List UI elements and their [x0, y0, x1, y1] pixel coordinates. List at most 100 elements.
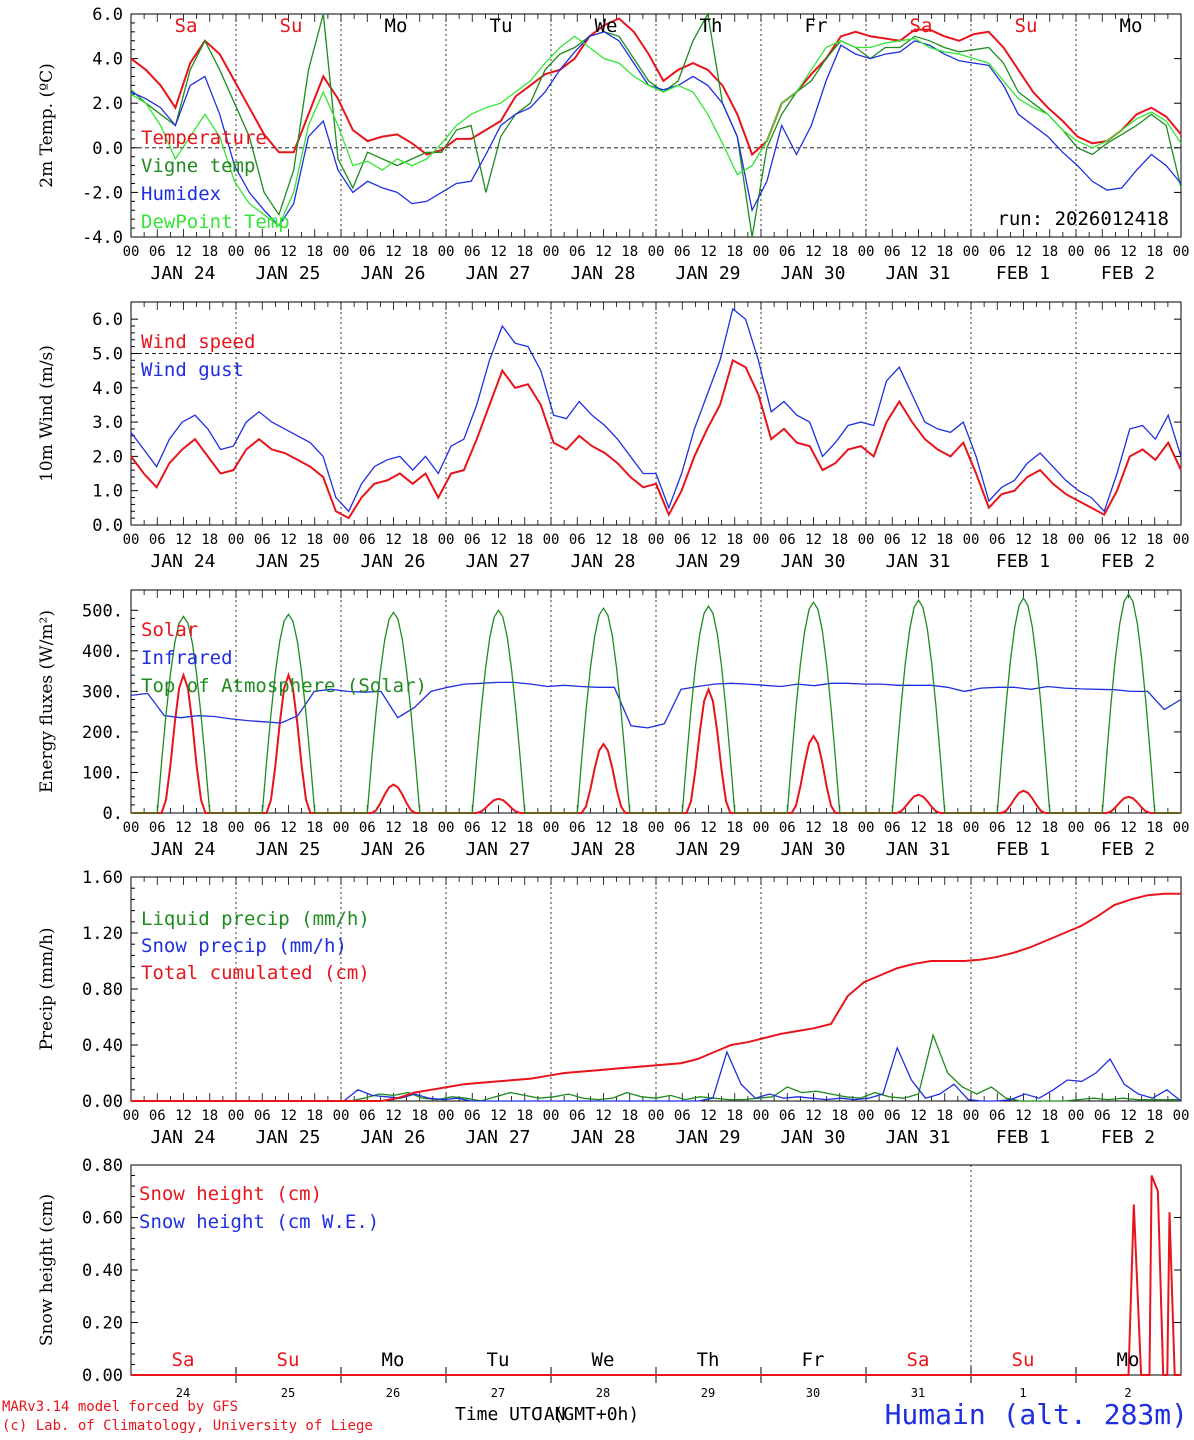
date-label: FEB 2: [1101, 1127, 1155, 1148]
hour-tick-label: 00: [1068, 244, 1085, 260]
hour-tick-label: 06: [674, 244, 691, 260]
hour-tick-label: 18: [1041, 820, 1058, 836]
y-tick-label: 0.40: [82, 1261, 123, 1281]
y-tick-label: -2.0: [82, 183, 123, 203]
y-tick-label: 6.0: [92, 5, 123, 25]
hour-tick-label: 00: [753, 532, 770, 548]
hour-tick-label: 00: [123, 820, 140, 836]
date-label: FEB 1: [996, 1127, 1050, 1148]
weekday-label: Mo: [1120, 15, 1143, 37]
hour-tick-label: 18: [411, 244, 428, 260]
hour-tick-label: 00: [1068, 532, 1085, 548]
hour-tick-label: 06: [149, 532, 166, 548]
hour-tick-label: 18: [516, 1108, 533, 1124]
hour-tick-label: 18: [1146, 244, 1163, 260]
run-label: run: 2026012418: [997, 208, 1169, 230]
y-tick-label: 0.: [103, 804, 123, 824]
date-label: JAN 31: [885, 839, 950, 860]
hour-tick-label: 06: [1094, 244, 1111, 260]
legend-entry: DewPoint Temp: [141, 211, 290, 233]
panel-4: [130, 876, 1182, 1102]
hour-tick-label: 00: [1173, 532, 1190, 548]
hour-tick-label: 06: [464, 532, 481, 548]
y-axis-label: 2m Temp. (ºC): [37, 63, 57, 188]
hour-tick-label: 18: [201, 532, 218, 548]
hour-tick-label: 00: [438, 244, 455, 260]
date-label: JAN 24: [150, 1127, 215, 1148]
panel-5: [130, 1164, 1182, 1383]
hour-tick-label: 00: [753, 820, 770, 836]
hour-tick-label: 12: [1120, 244, 1137, 260]
series-line-snow-height-cm-: [131, 1175, 1181, 1376]
hour-tick-label: 18: [831, 532, 848, 548]
weekday-label: Tu: [490, 15, 513, 37]
hour-tick-label: 00: [333, 820, 350, 836]
hour-tick-label: 12: [805, 532, 822, 548]
hour-tick-label: 18: [726, 532, 743, 548]
hour-tick-label: 06: [569, 820, 586, 836]
date-label: JAN 28: [570, 839, 635, 860]
y-tick-label: 0.80: [82, 1156, 123, 1176]
hour-tick-label: 06: [254, 244, 271, 260]
date-label: JAN 24: [150, 263, 215, 284]
x-axis-title-overlay: JAN: [533, 1404, 566, 1425]
hour-tick-label: 06: [149, 820, 166, 836]
hour-tick-label: 18: [516, 820, 533, 836]
y-tick-label: 0.0: [92, 516, 123, 536]
hour-tick-label: 18: [306, 820, 323, 836]
day-number-label: 1: [1019, 1386, 1026, 1400]
hour-tick-label: 18: [936, 532, 953, 548]
y-axis-label: Snow height (cm): [37, 1194, 57, 1346]
hour-tick-label: 06: [254, 532, 271, 548]
y-tick-label: 4.0: [92, 50, 123, 70]
y-tick-label: 6.0: [92, 310, 123, 330]
hour-tick-label: 12: [490, 244, 507, 260]
date-label: JAN 28: [570, 263, 635, 284]
hour-tick-label: 18: [831, 820, 848, 836]
weekday-label: Sa: [175, 15, 198, 37]
weekday-label: Fr: [802, 1349, 825, 1371]
hour-tick-label: 12: [595, 1108, 612, 1124]
hour-tick-label: 00: [438, 820, 455, 836]
hour-tick-label: 18: [306, 1108, 323, 1124]
y-tick-label: 1.20: [82, 924, 123, 944]
date-label: JAN 25: [255, 263, 320, 284]
hour-tick-label: 00: [228, 1108, 245, 1124]
y-tick-label: 0.20: [82, 1314, 123, 1334]
date-label: FEB 2: [1101, 263, 1155, 284]
legend-entry: Wind speed: [141, 331, 255, 353]
hour-tick-label: 06: [1094, 820, 1111, 836]
hour-tick-label: 06: [884, 820, 901, 836]
weekday-label: Sa: [907, 1349, 930, 1371]
legend-entry: Top of Atmosphere (Solar): [141, 675, 427, 697]
hour-tick-label: 18: [1041, 532, 1058, 548]
hour-tick-label: 00: [543, 820, 560, 836]
date-label: FEB 2: [1101, 839, 1155, 860]
hour-tick-label: 18: [936, 244, 953, 260]
hour-tick-label: 06: [674, 532, 691, 548]
hour-tick-label: 00: [228, 532, 245, 548]
hour-tick-label: 06: [884, 1108, 901, 1124]
hour-tick-label: 00: [333, 532, 350, 548]
hour-tick-label: 06: [674, 1108, 691, 1124]
hour-tick-label: 06: [989, 1108, 1006, 1124]
panel-2: [130, 301, 1182, 526]
hour-tick-label: 18: [201, 1108, 218, 1124]
hour-tick-label: 18: [726, 1108, 743, 1124]
hour-tick-label: 12: [910, 820, 927, 836]
date-label: JAN 26: [360, 839, 425, 860]
legend-entry: Liquid precip (mm/h): [141, 908, 370, 930]
hour-tick-label: 00: [963, 244, 980, 260]
date-label: JAN 29: [675, 1127, 740, 1148]
day-number-label: 2: [1124, 1386, 1131, 1400]
hour-tick-label: 18: [621, 244, 638, 260]
hour-tick-label: 06: [989, 820, 1006, 836]
date-label: JAN 27: [465, 839, 530, 860]
hour-tick-label: 18: [831, 244, 848, 260]
hour-tick-label: 12: [700, 532, 717, 548]
hour-tick-label: 12: [910, 532, 927, 548]
hour-tick-label: 12: [1015, 1108, 1032, 1124]
weekday-label: Th: [697, 1349, 720, 1371]
date-label: JAN 30: [780, 263, 845, 284]
day-number-label: 25: [281, 1386, 295, 1400]
